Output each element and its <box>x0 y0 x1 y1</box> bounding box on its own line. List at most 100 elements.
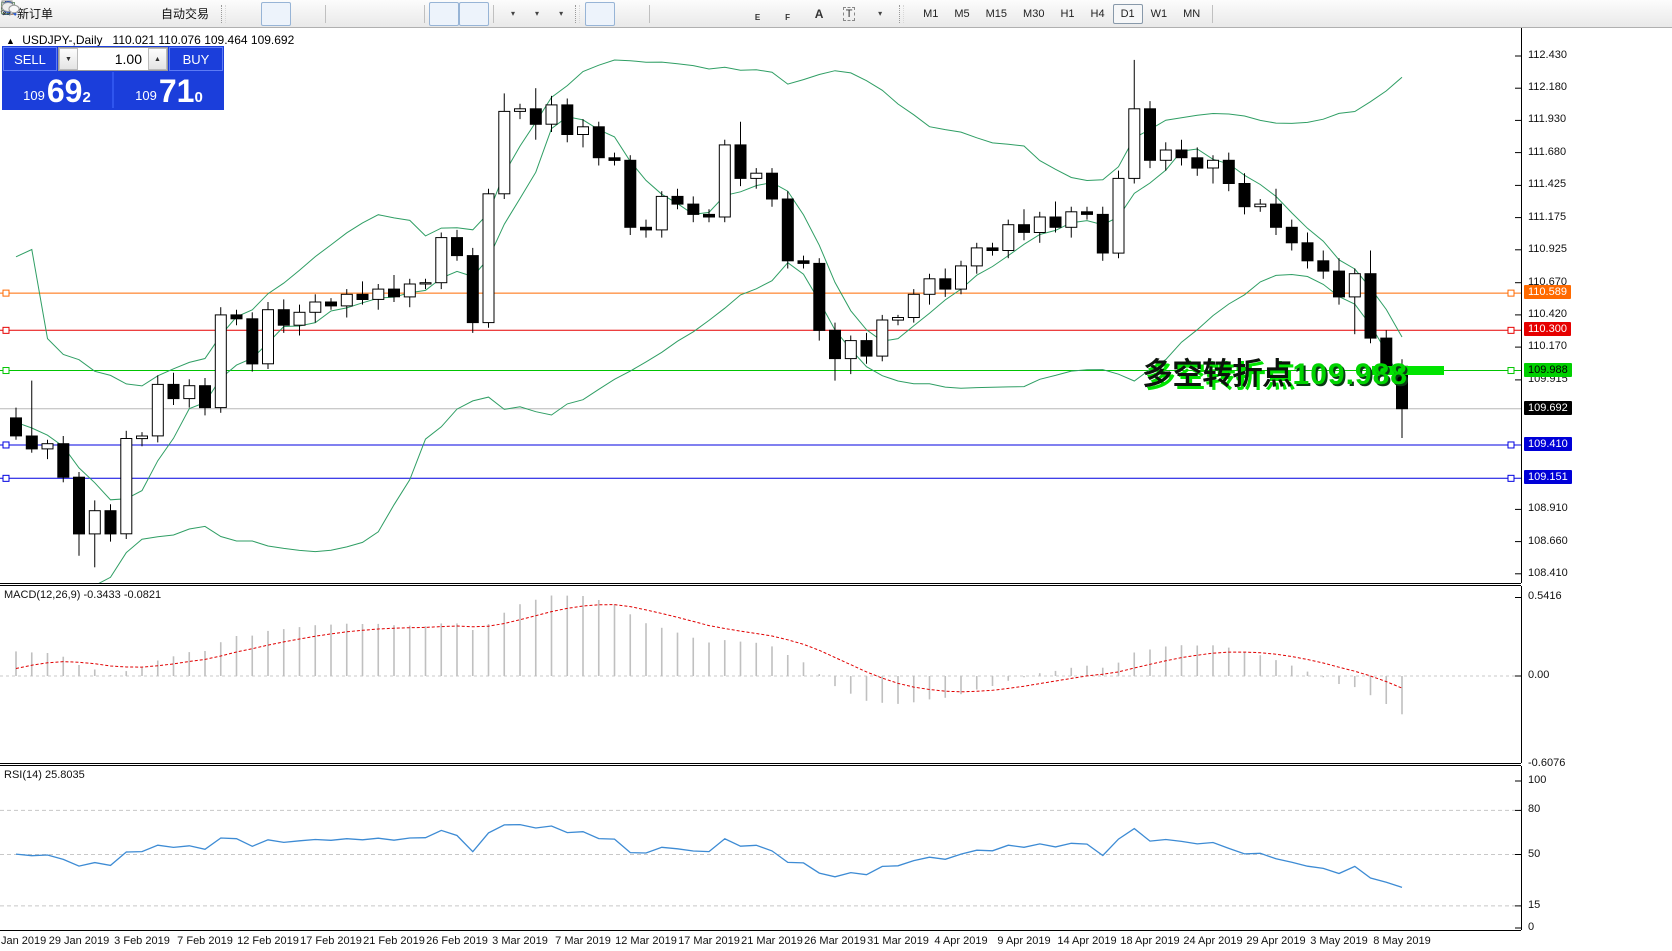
price-tick-112.180: 112.180 <box>1528 81 1567 94</box>
panel-splitter[interactable] <box>0 763 1521 766</box>
zoom-in-button[interactable] <box>1 1 360 26</box>
candle-1 Mar <box>498 110 511 195</box>
line-handle[interactable] <box>2 289 10 297</box>
collapse-arrow-icon[interactable]: ▲ <box>6 36 15 46</box>
buy-button[interactable]: BUY <box>169 47 223 71</box>
rsi-axis[interactable]: 100 80 50 15 0 <box>1522 766 1672 933</box>
candle-15 Mar <box>687 203 700 215</box>
line-handle[interactable] <box>2 441 10 449</box>
cursor-button[interactable] <box>5 1 616 26</box>
candle-29 Jan <box>73 476 85 535</box>
candle-12 Mar <box>640 226 652 231</box>
zoom-out-button[interactable] <box>1 1 390 26</box>
volume-decrease-button[interactable]: ▼ <box>59 48 78 70</box>
line-handle[interactable] <box>2 367 10 375</box>
rsi-tick-100: 100 <box>1528 774 1547 786</box>
channel-glyph: E <box>754 13 761 22</box>
macd-panel[interactable] <box>0 586 1522 763</box>
rsi-indicator-label: RSI(14) 25.8035 <box>4 769 85 781</box>
line-handle[interactable] <box>1507 367 1515 375</box>
timeframe-D1[interactable]: D1 <box>1112 3 1143 24</box>
ask-price[interactable]: 109 71 0 <box>114 72 224 108</box>
panel-splitter[interactable] <box>0 583 1521 586</box>
search-button[interactable] <box>2 1 1616 26</box>
chart-shift-button[interactable] <box>2 1 490 26</box>
fibonacci-button[interactable]: F <box>1 2 804 26</box>
pivot-annotation[interactable]: 多空转折点109.988 <box>1143 349 1408 393</box>
candle-5 Mar <box>545 104 558 125</box>
candle-25 Apr <box>1222 159 1235 185</box>
timeframe-group: M1 M5 M15 M30 H1 H4 D1 W1 MN <box>915 3 1208 24</box>
new-order-label: 新订单 <box>17 7 54 21</box>
timeframe-M1[interactable]: M1 <box>923 7 939 20</box>
date-label: 9 Apr 2019 <box>997 935 1051 947</box>
rsi-panel[interactable] <box>0 766 1522 930</box>
date-label: 12 Mar 2019 <box>615 935 677 947</box>
line-handle[interactable] <box>1507 326 1515 334</box>
macd-axis[interactable]: 0.5416 0.00 -0.6076 <box>1522 586 1672 769</box>
candle-12 Apr <box>1065 211 1078 228</box>
toolbar-gripper <box>575 4 581 23</box>
candle-28 Feb <box>482 193 495 324</box>
channel-button[interactable]: E <box>0 1 774 26</box>
line-handle[interactable] <box>1507 289 1515 297</box>
candle-8 Mar <box>592 126 605 159</box>
price-axis[interactable]: 112.430 112.180 111.930 111.680 111.425 111.1… <box>1522 28 1672 583</box>
bid-price[interactable]: 109 69 2 <box>2 72 112 108</box>
line-handle[interactable] <box>2 474 10 482</box>
tile-windows-button[interactable] <box>2 2 420 26</box>
date-label: 4 Apr 2019 <box>934 935 988 947</box>
horizontal-line-button[interactable] <box>2 2 714 26</box>
candlestick-chart-button[interactable] <box>2 1 292 26</box>
community-button[interactable] <box>2 1 120 26</box>
volume-increase-button[interactable]: ▲ <box>148 48 167 70</box>
date-label: 7 Mar 2019 <box>555 935 611 947</box>
charts-button[interactable] <box>1 1 90 26</box>
date-label: 29 Jan 2019 <box>48 935 110 947</box>
arrows-button[interactable]: ▾ <box>1 2 894 26</box>
periods-button[interactable]: ▾ <box>1 1 546 26</box>
text-icon: A <box>814 6 824 21</box>
line-handle[interactable] <box>2 326 10 334</box>
candle-10 Feb <box>230 314 243 320</box>
main-chart-panel[interactable] <box>0 28 1522 583</box>
autotrading-button[interactable]: 自动交易 <box>1 2 216 26</box>
crosshair-button[interactable] <box>1 1 645 26</box>
candle-15 Apr <box>1096 213 1109 254</box>
price-tick-110.670: 110.670 <box>1528 275 1567 288</box>
bid-big-digits: 69 <box>46 73 83 109</box>
candle-6 May <box>1364 273 1377 339</box>
dropdown-caret-icon: ▾ <box>535 9 540 18</box>
bar-chart-button[interactable] <box>2 2 261 26</box>
signals-button[interactable] <box>1 1 150 26</box>
sell-button[interactable]: SELL <box>3 47 57 71</box>
text-label-button[interactable]: T <box>834 2 864 26</box>
timeframe-H1[interactable]: H1 <box>1060 7 1075 20</box>
text-button[interactable]: A <box>804 2 834 26</box>
toolbar-separator <box>1212 4 1214 23</box>
volume-input[interactable]: 1.00 <box>114 51 142 67</box>
line-chart-button[interactable] <box>1 2 321 26</box>
date-label: 29 Apr 2019 <box>1246 935 1306 947</box>
candle-22 Feb <box>403 283 416 298</box>
candle-19 Mar <box>734 144 747 179</box>
vertical-line-button[interactable] <box>7 2 684 26</box>
line-handle[interactable] <box>1507 441 1515 449</box>
line-handle[interactable] <box>1507 474 1515 482</box>
templates-button[interactable]: ▾ <box>1 2 570 26</box>
trendline-button[interactable] <box>2 2 744 26</box>
auto-scroll-button[interactable] <box>2 1 460 26</box>
pivot-zone-bar[interactable] <box>1372 366 1444 375</box>
timeframe-MN[interactable]: MN <box>1183 7 1201 20</box>
candle-27 Mar <box>844 340 857 360</box>
timeframe-M5[interactable]: M5 <box>954 7 970 20</box>
rsi-tick-80: 80 <box>1528 803 1541 816</box>
toolbar-gripper <box>899 4 905 23</box>
timeframe-H4[interactable]: H4 <box>1090 7 1105 20</box>
timeframe-M15[interactable]: M15 <box>985 7 1008 20</box>
chat-button[interactable] <box>1 2 1656 26</box>
indicators-button[interactable]: ▾ <box>1 0 522 26</box>
timeframe-M30[interactable]: M30 <box>1023 7 1045 20</box>
timeframe-W1[interactable]: W1 <box>1150 7 1168 20</box>
